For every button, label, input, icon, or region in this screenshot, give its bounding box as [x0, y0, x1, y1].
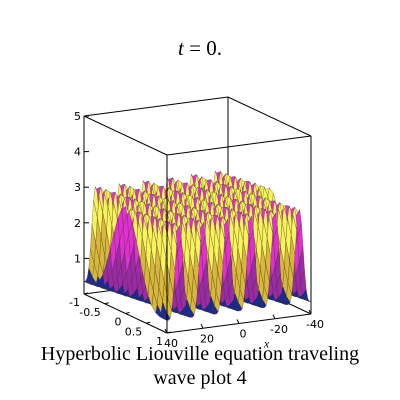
- z-tick-label: 1: [74, 252, 81, 265]
- plot-title-variable: t: [178, 36, 184, 60]
- x-tick-mark: [200, 324, 204, 329]
- x-tick-label: 0: [240, 328, 247, 341]
- box-edge-top-back: [83, 96, 229, 117]
- caption-line-1: Hyperbolic Liouville equation traveling: [40, 343, 360, 365]
- y-tick-label: 0: [115, 316, 122, 329]
- caption-line-2: wave plot 4: [153, 367, 247, 389]
- x-tick-label: -20: [270, 323, 288, 336]
- y-tick-mark: [166, 331, 172, 334]
- x-tick-mark: [164, 328, 168, 334]
- z-tick-label: 5: [74, 110, 81, 123]
- x-tick-label: -40: [306, 318, 324, 331]
- y-tick-mark: [83, 292, 89, 295]
- box-edge-top-left: [83, 115, 168, 156]
- z-tick-label: 2: [74, 217, 81, 230]
- z-axis: 1 2 3 4 5: [74, 110, 89, 265]
- plot-title: t = 0.: [0, 36, 400, 61]
- x-axis: 40 20 0 -20 -40 x: [164, 309, 324, 351]
- z-tick-label: 3: [74, 181, 81, 194]
- box-edge-top-right: [227, 96, 312, 137]
- x-tick-label: 20: [200, 332, 214, 345]
- caption: Hyperbolic Liouville equation traveling …: [0, 342, 400, 390]
- x-tick-mark: [236, 319, 240, 324]
- y-tick-mark: [104, 302, 109, 305]
- plot-title-value: = 0.: [183, 36, 222, 60]
- x-tick-mark: [308, 309, 312, 315]
- y-tick-label: -1: [69, 296, 80, 309]
- y-tick-mark: [125, 312, 130, 314]
- y-tick-label: 1: [156, 335, 163, 348]
- y-tick-label: -0.5: [79, 306, 100, 319]
- box-edge-top-front: [166, 135, 312, 156]
- x-axis-label: x: [263, 337, 270, 351]
- y-tick-label: 0.5: [125, 325, 143, 338]
- x-tick-mark: [272, 314, 276, 319]
- x-tick-label: 40: [164, 337, 178, 350]
- y-axis: -1-0.5 00.5 1: [69, 292, 172, 348]
- z-tick-label: 4: [74, 146, 81, 159]
- y-tick-mark: [146, 321, 151, 324]
- wave-surface: [83, 170, 312, 321]
